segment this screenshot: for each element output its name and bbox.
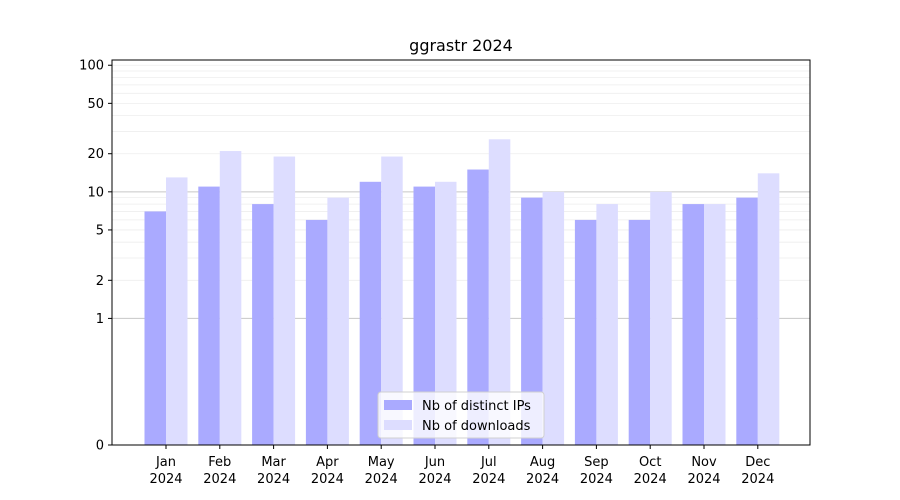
y-tick-label: 2	[96, 274, 104, 289]
legend-label: Nb of distinct IPs	[422, 399, 531, 414]
chart-title: ggrastr 2024	[409, 36, 513, 55]
bar-downloads	[488, 139, 511, 445]
legend-swatch	[384, 420, 412, 430]
x-tick-label-year: 2024	[580, 472, 613, 487]
bar-distinct-ips	[359, 181, 382, 445]
x-tick-label-year: 2024	[149, 472, 182, 487]
legend-swatch	[384, 400, 412, 410]
x-axis: Jan 2024 Feb 2024 Mar 2024 Apr 2024 May 2024 Jun 20…	[149, 445, 774, 487]
x-tick-label-year: 2024	[203, 472, 236, 487]
x-tick-label-month: Aug	[530, 455, 555, 470]
x-tick-label-month: Mar	[261, 455, 286, 470]
x-tick-label-month: May	[368, 455, 395, 470]
x-tick-label-month: Oct	[639, 455, 661, 470]
plot-frame	[111, 59, 811, 446]
bar-downloads	[650, 191, 672, 445]
x-tick-label-month: Sep	[584, 455, 609, 470]
bar-downloads	[704, 204, 726, 445]
x-tick-label-year: 2024	[526, 472, 559, 487]
bars	[144, 139, 780, 446]
bar-distinct-ips	[628, 219, 651, 445]
bar-distinct-ips	[252, 204, 274, 445]
y-tick-label: 5	[96, 223, 104, 238]
x-tick-label-year: 2024	[687, 472, 720, 487]
bar-downloads	[273, 156, 296, 446]
bar-downloads	[327, 197, 349, 445]
bar-distinct-ips	[736, 197, 758, 445]
x-tick-label-year: 2024	[365, 472, 398, 487]
y-axis: 0 1 2 5 10 20 50 100	[79, 59, 112, 454]
x-tick-label-year: 2024	[311, 472, 344, 487]
bar-distinct-ips	[144, 211, 166, 445]
bar-downloads	[219, 151, 242, 445]
x-tick-label-month: Jun	[424, 455, 445, 470]
x-tick-label-month: Nov	[691, 455, 717, 470]
bar-distinct-ips	[467, 169, 489, 445]
legend-box	[377, 391, 545, 439]
x-tick-label-year: 2024	[472, 472, 505, 487]
x-tick-label-month: Feb	[208, 455, 231, 470]
x-tick-label-year: 2024	[741, 472, 774, 487]
y-tick-label: 10	[87, 185, 104, 200]
bar-downloads	[166, 177, 188, 446]
bar-downloads	[757, 173, 780, 445]
bar-distinct-ips	[305, 219, 328, 445]
x-tick-label-month: Jul	[480, 455, 497, 470]
bar-distinct-ips	[521, 197, 543, 445]
y-tick-label: 1	[96, 312, 104, 327]
x-tick-label-year: 2024	[257, 472, 290, 487]
y-tick-label: 100	[79, 59, 104, 74]
bar-distinct-ips	[682, 204, 704, 445]
y-tick-label: 0	[96, 439, 104, 454]
legend: Nb of distinct IPs Nb of downloads	[377, 391, 545, 439]
bar-distinct-ips	[413, 186, 435, 446]
legend-label: Nb of downloads	[422, 419, 531, 434]
y-tick-label: 20	[87, 147, 104, 162]
x-tick-label-year: 2024	[634, 472, 667, 487]
bar-downloads	[435, 181, 457, 445]
x-tick-label-month: Dec	[745, 455, 770, 470]
x-tick-label-year: 2024	[418, 472, 451, 487]
bar-downloads	[596, 204, 618, 445]
bar-downloads	[381, 156, 403, 446]
x-tick-label-month: Apr	[316, 455, 339, 470]
bar-downloads	[542, 191, 565, 445]
bar-distinct-ips	[198, 186, 220, 446]
y-tick-label: 50	[87, 97, 104, 112]
bar-distinct-ips	[574, 219, 597, 445]
x-tick-label-month: Jan	[155, 455, 176, 470]
